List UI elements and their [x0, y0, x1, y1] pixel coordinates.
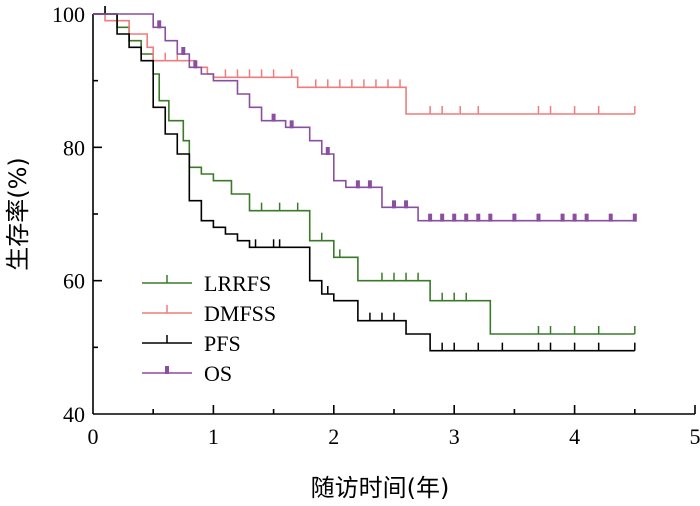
- censor-mark-os: [476, 213, 481, 222]
- censor-mark-os: [584, 213, 589, 222]
- censor-mark-os: [512, 213, 517, 222]
- x-ticks: 0 1 2 3 4 5: [88, 405, 700, 449]
- series-line-dmfss: [93, 13, 635, 115]
- censor-mark-os: [428, 213, 433, 222]
- legend-label-lrrfs: LRRFS: [204, 271, 271, 296]
- censor-mark-os: [632, 213, 637, 222]
- censor-mark-os: [536, 213, 541, 222]
- x-tick-label: 1: [208, 424, 219, 449]
- x-tick-label: 5: [690, 424, 700, 449]
- censor-mark-os: [271, 113, 276, 122]
- legend-item-lrrfs: LRRFS: [142, 271, 271, 296]
- y-ticks: 40 60 80 100: [52, 2, 102, 427]
- series-os: [93, 13, 637, 222]
- x-tick-label: 2: [328, 424, 339, 449]
- legend-item-pfs: PFS: [142, 331, 241, 356]
- legend-label-pfs: PFS: [204, 331, 241, 356]
- censor-mark-os: [289, 120, 294, 129]
- axes: [92, 14, 695, 415]
- series-line-pfs: [93, 13, 635, 352]
- x-axis-title: 随访时间(年): [311, 474, 450, 502]
- censor-mark-os: [452, 213, 457, 222]
- censor-mark-os: [355, 180, 360, 189]
- series-layer: [93, 6, 637, 352]
- y-tick-label: 80: [63, 135, 85, 160]
- y-tick-label: 60: [63, 269, 85, 294]
- censor-mark-os: [560, 213, 565, 222]
- legend-censor-os: [165, 366, 169, 374]
- legend-label-dmfss: DMFSS: [204, 301, 276, 326]
- censor-mark-os: [181, 47, 186, 55]
- censor-mark-os: [488, 213, 493, 222]
- legend-item-os: OS: [142, 361, 232, 386]
- series-lrrfs: [93, 6, 636, 335]
- censor-mark-os: [440, 213, 445, 222]
- censor-mark-os: [608, 213, 613, 222]
- legend-label-os: OS: [204, 361, 232, 386]
- x-tick-label: 4: [569, 424, 580, 449]
- censor-mark-os: [572, 213, 577, 222]
- censor-mark-os: [325, 147, 330, 155]
- censor-mark-os: [193, 60, 198, 69]
- y-tick-label: 100: [52, 2, 85, 27]
- legend-item-dmfss: DMFSS: [142, 301, 276, 326]
- x-tick-label: 0: [88, 424, 99, 449]
- censor-mark-os: [367, 180, 372, 189]
- x-tick-label: 3: [449, 424, 460, 449]
- y-axis-title: 生存率(%): [4, 157, 32, 271]
- series-line-os: [93, 13, 635, 222]
- censor-mark-os: [392, 200, 396, 209]
- censor-mark-os: [404, 200, 409, 209]
- series-dmfss: [93, 13, 636, 115]
- series-pfs: [93, 6, 636, 352]
- legend: LRRFS DMFSS PFS OS: [142, 271, 276, 386]
- y-tick-label: 40: [63, 402, 85, 427]
- series-line-lrrfs: [93, 13, 635, 335]
- censor-mark-os: [157, 20, 162, 29]
- censor-mark-os: [464, 213, 469, 222]
